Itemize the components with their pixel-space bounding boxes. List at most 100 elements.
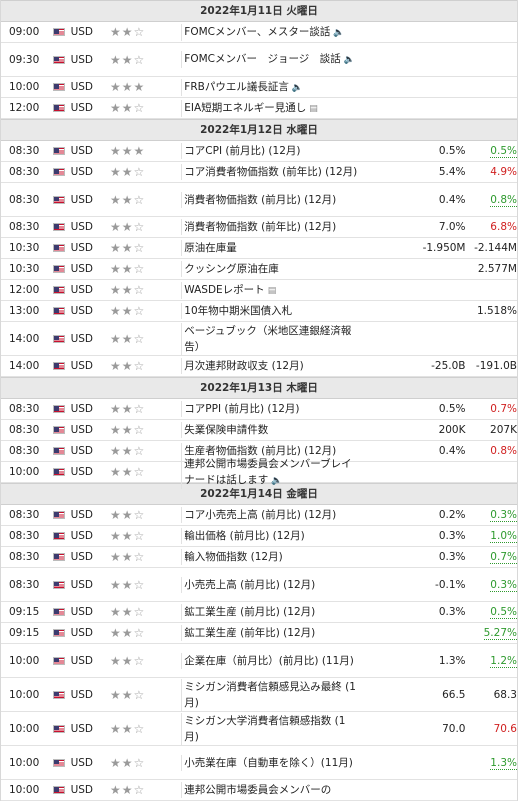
currency: USD (70, 722, 93, 735)
previous-value: 1.518% (476, 305, 517, 317)
event-name-link[interactable]: 連邦公開市場委員会メンバーブレイナードは話します (184, 457, 352, 486)
forecast-value: 5.4% (438, 166, 466, 178)
event-name-link[interactable]: 企業在庫（前月比）(前月比) (11月) (184, 654, 354, 667)
previous-value: 0.8% (490, 445, 517, 457)
forecast-value: 0.5% (438, 145, 466, 157)
event-name-link[interactable]: EIA短期エネルギー見通し (184, 101, 307, 114)
event-name-link[interactable]: ベージュブック（米地区連銀経済報告） (184, 324, 352, 353)
speaker-icon[interactable]: 🔈 (333, 27, 345, 38)
importance-stars: ★★☆ (110, 52, 146, 67)
forecast-value: 1.3% (438, 654, 466, 667)
event-row[interactable]: 10:00 USD ★★☆ 連邦公開市場委員会メンバーの (1, 780, 517, 801)
event-row[interactable]: 08:30 USD ★★☆ コアPPI (前月比) (12月) 0.5% 0.7% (1, 399, 517, 420)
event-row[interactable]: 08:30 USD ★★☆ 消費者物価指数 (前年比) (12月) 7.0% 6.8% (1, 217, 517, 238)
event-name-link[interactable]: 輸入物価指数 (12月) (184, 551, 283, 563)
importance-stars: ★★☆ (110, 220, 146, 234)
event-row[interactable]: 12:00 USD ★★☆ EIA短期エネルギー見通し ▤ (1, 98, 517, 119)
event-name-link[interactable]: コアCPI (前月比) (12月) (184, 145, 301, 157)
event-time: 13:00 (9, 305, 40, 317)
event-row[interactable]: 08:30 USD ★★☆ 輸出価格 (前月比) (12月) 0.3% 1.0% (1, 526, 517, 547)
event-name-link[interactable]: 失業保険申請件数 (184, 424, 269, 436)
us-flag-icon (52, 758, 65, 767)
event-name-link[interactable]: ミシガン大学消費者信頼感指数 (1月) (184, 714, 346, 743)
event-name-link[interactable]: FRBパウエル議長証言 (184, 80, 289, 93)
event-row[interactable]: 10:00 USD ★★☆ ミシガン消費者信頼感見込み最終 (1月) 66.5 68.3 (1, 678, 517, 712)
event-name-link[interactable]: 小売売上高 (前月比) (12月) (184, 578, 316, 591)
importance-stars: ★★☆ (110, 755, 146, 770)
event-row[interactable]: 10:00 USD ★★☆ 連邦公開市場委員会メンバーブレイナードは話します 🔈 (1, 455, 517, 489)
event-row[interactable]: 08:30 USD ★★☆ コア消費者物価指数 (前年比) (12月) 5.4% 4.9% (1, 162, 517, 183)
event-name-link[interactable]: ミシガン消費者信頼感見込み最終 (1月) (184, 680, 356, 709)
event-row[interactable]: 09:00 USD ★★☆ FOMCメンバー、メスター談話 🔈 (1, 22, 517, 43)
currency: USD (70, 81, 93, 93)
currency: USD (70, 756, 93, 769)
event-row[interactable]: 08:30 USD ★★☆ 生産者物価指数 (前月比) (12月) 0.4% 0.8% (1, 441, 517, 462)
event-name-link[interactable]: 小売業在庫（自動車を除く）(11月) (184, 756, 353, 769)
currency: USD (70, 784, 93, 796)
us-flag-icon (52, 629, 65, 637)
event-row[interactable]: 14:00 USD ★★☆ 月次連邦財政収支 (12月) -25.0B -191.0B (1, 356, 517, 377)
event-row[interactable]: 09:30 USD ★★☆ FOMCメンバー ジョージ 談話 🔈 (1, 43, 517, 77)
event-row[interactable]: 12:00 USD ★★☆ WASDEレポート ▤ (1, 280, 517, 301)
event-time: 14:00 (9, 360, 40, 372)
speaker-icon[interactable]: 🔈 (271, 475, 283, 486)
event-name-link[interactable]: 原油在庫量 (184, 242, 237, 254)
us-flag-icon (52, 656, 65, 665)
speaker-icon[interactable]: 🔈 (343, 55, 356, 65)
importance-stars: ★★☆ (110, 262, 146, 276)
event-row[interactable]: 10:30 USD ★★☆ 原油在庫量 -1.950M -2.144M (1, 238, 517, 259)
event-row[interactable]: 10:00 USD ★★★ FRBパウエル議長証言 🔈 (1, 77, 517, 98)
importance-stars: ★★☆ (110, 626, 146, 640)
us-flag-icon (52, 690, 65, 699)
currency: USD (70, 466, 93, 478)
event-row[interactable]: 08:30 USD ★★☆ 小売売上高 (前月比) (12月) -0.1% 0.3% (1, 568, 517, 602)
previous-value: 1.3% (490, 756, 517, 770)
event-name-link[interactable]: FOMCメンバー ジョージ 談話 (184, 53, 341, 65)
event-name-link[interactable]: FOMCメンバー、メスター談話 (184, 25, 331, 38)
us-flag-icon (52, 553, 65, 561)
event-row[interactable]: 08:30 USD ★★☆ 失業保険申請件数 200K 207K (1, 420, 517, 441)
speaker-icon[interactable]: 🔈 (291, 82, 304, 93)
event-name-link[interactable]: コアPPI (前月比) (12月) (184, 403, 300, 415)
importance-stars: ★★☆ (110, 605, 146, 619)
event-row[interactable]: 10:00 USD ★★☆ 企業在庫（前月比）(前月比) (11月) 1.3% 1.2% (1, 644, 517, 678)
event-row[interactable]: 13:00 USD ★★☆ 10年物中期米国債入札 1.518% (1, 301, 517, 322)
currency: USD (70, 263, 93, 275)
event-name-link[interactable]: 消費者物価指数 (前年比) (12月) (184, 221, 337, 233)
forecast-value: 200K (438, 424, 466, 436)
event-name-link[interactable]: 連邦公開市場委員会メンバーの (184, 784, 332, 796)
event-row[interactable]: 10:30 USD ★★☆ クッシング原油在庫 2.577M (1, 259, 517, 280)
previous-value: 0.8% (490, 193, 517, 207)
us-flag-icon (52, 468, 65, 476)
event-time: 10:30 (9, 263, 40, 275)
event-name-link[interactable]: コア小売売上高 (前月比) (12月) (184, 509, 337, 521)
event-name-link[interactable]: 鉱工業生産 (前月比) (12月) (184, 606, 316, 618)
document-icon[interactable]: ▤ (309, 103, 318, 114)
event-name-link[interactable]: 鉱工業生産 (前年比) (12月) (184, 627, 316, 639)
previous-value: 1.2% (490, 654, 517, 668)
us-flag-icon (52, 580, 65, 589)
event-name-link[interactable]: コア消費者物価指数 (前年比) (12月) (184, 166, 358, 178)
currency: USD (70, 53, 93, 66)
us-flag-icon (52, 447, 65, 455)
event-name-link[interactable]: 生産者物価指数 (前月比) (12月) (184, 445, 337, 457)
event-name-link[interactable]: 輸出価格 (前月比) (12月) (184, 530, 305, 542)
us-flag-icon (52, 223, 65, 231)
event-name-link[interactable]: クッシング原油在庫 (184, 263, 279, 275)
event-name-link[interactable]: WASDEレポート (184, 283, 265, 296)
event-row[interactable]: 09:15 USD ★★☆ 鉱工業生産 (前月比) (12月) 0.3% 0.5% (1, 602, 517, 623)
event-row[interactable]: 08:30 USD ★★☆ 輸入物価指数 (12月) 0.3% 0.7% (1, 547, 517, 568)
event-time: 08:30 (9, 424, 40, 436)
event-row[interactable]: 08:30 USD ★★☆ 消費者物価指数 (前月比) (12月) 0.4% 0.8% (1, 183, 517, 217)
event-row[interactable]: 14:00 USD ★★☆ ベージュブック（米地区連銀経済報告） (1, 322, 517, 356)
event-name-link[interactable]: 10年物中期米国債入札 (184, 305, 293, 317)
document-icon[interactable]: ▤ (267, 285, 277, 296)
event-name-link[interactable]: 月次連邦財政収支 (12月) (184, 360, 304, 372)
event-row[interactable]: 10:00 USD ★★☆ ミシガン大学消費者信頼感指数 (1月) 70.0 70.6 (1, 712, 517, 746)
event-row[interactable]: 09:15 USD ★★☆ 鉱工業生産 (前年比) (12月) 5.27% (1, 623, 517, 644)
event-row[interactable]: 08:30 USD ★★★ コアCPI (前月比) (12月) 0.5% 0.5% (1, 141, 517, 162)
importance-stars: ★★★ (110, 144, 146, 158)
event-row[interactable]: 10:00 USD ★★☆ 小売業在庫（自動車を除く）(11月) 1.3% (1, 746, 517, 780)
event-name-link[interactable]: 消費者物価指数 (前月比) (12月) (184, 193, 337, 206)
event-row[interactable]: 08:30 USD ★★☆ コア小売売上高 (前月比) (12月) 0.2% 0.3% (1, 505, 517, 526)
